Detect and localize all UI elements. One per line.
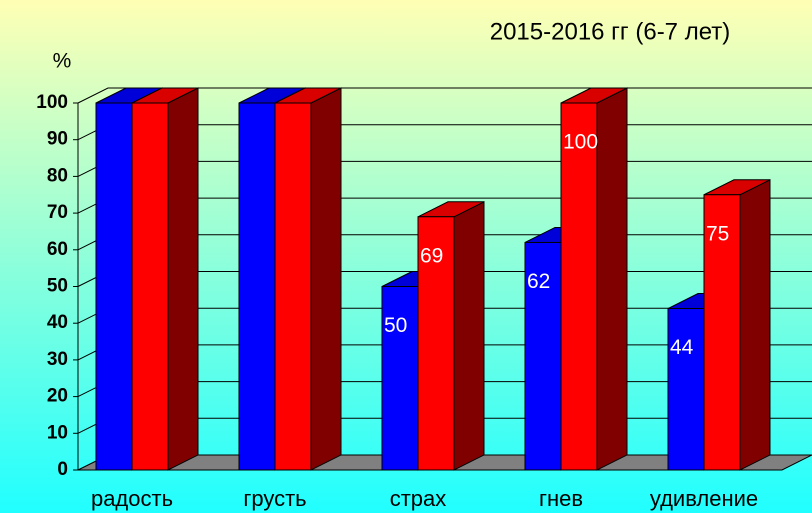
- bar: [238, 102, 276, 471]
- y-axis-label: %: [53, 50, 72, 73]
- y-tick-label: 50: [47, 276, 68, 297]
- x-tick-label: страх: [390, 486, 447, 511]
- y-tick-label: 10: [47, 422, 68, 443]
- bar-side: [167, 87, 199, 471]
- data-label: 44: [670, 336, 694, 359]
- y-tick-label: 70: [47, 202, 68, 223]
- y-tick-label: 30: [47, 349, 68, 370]
- x-tick-label: гнев: [539, 486, 583, 511]
- y-tick-label: 100: [36, 92, 68, 113]
- bar: [417, 216, 455, 471]
- chart-title: 2015-2016 гг (6-7 лет): [490, 18, 731, 45]
- x-tick-label: грусть: [243, 486, 306, 511]
- bar-side: [739, 178, 771, 471]
- data-label: 50: [384, 314, 407, 337]
- bar-side: [453, 200, 485, 471]
- bar: [381, 286, 419, 471]
- y-tick-label: 0: [57, 459, 68, 480]
- bar: [274, 102, 312, 471]
- data-label: 62: [527, 270, 550, 293]
- bar: [703, 194, 741, 471]
- bar-side: [596, 87, 628, 471]
- bar: [667, 308, 705, 471]
- y-tick-label: 40: [47, 312, 68, 333]
- data-label: 75: [706, 222, 729, 245]
- data-label: 100: [563, 131, 598, 154]
- y-tick-label: 80: [47, 165, 68, 186]
- grid-line: [77, 87, 812, 104]
- x-tick-label: радость: [91, 486, 173, 511]
- bar: [131, 102, 169, 471]
- bar: [560, 102, 598, 471]
- x-tick-label: удивление: [650, 486, 758, 511]
- bar-side: [310, 87, 342, 471]
- bar: [95, 102, 133, 471]
- data-label: 69: [420, 244, 443, 267]
- y-tick-label: 60: [47, 239, 68, 260]
- y-tick-label: 20: [47, 386, 68, 407]
- y-tick-label: 90: [47, 129, 68, 150]
